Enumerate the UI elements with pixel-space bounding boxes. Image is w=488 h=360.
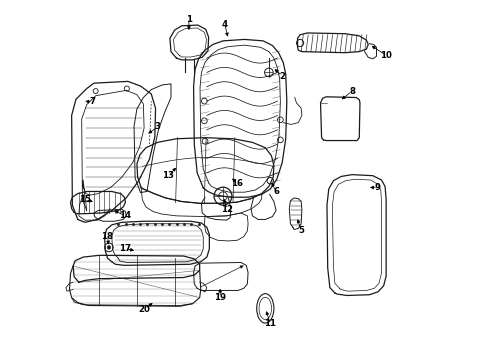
Text: 11: 11 xyxy=(264,319,276,328)
Ellipse shape xyxy=(256,294,273,323)
Text: 12: 12 xyxy=(221,205,233,214)
Text: 16: 16 xyxy=(231,179,243,188)
Text: 17: 17 xyxy=(119,244,131,253)
Text: 20: 20 xyxy=(139,305,150,314)
Text: 14: 14 xyxy=(119,211,131,220)
Text: 4: 4 xyxy=(221,19,227,28)
Text: 9: 9 xyxy=(374,183,380,192)
Text: 7: 7 xyxy=(89,97,95,106)
Text: 2: 2 xyxy=(279,72,285,81)
Text: 10: 10 xyxy=(380,51,391,60)
Text: 8: 8 xyxy=(348,86,354,95)
Text: 18: 18 xyxy=(102,232,113,241)
Ellipse shape xyxy=(259,297,271,319)
Text: 13: 13 xyxy=(162,171,174,180)
Text: 6: 6 xyxy=(272,187,279,196)
Text: 5: 5 xyxy=(298,226,304,235)
Text: 3: 3 xyxy=(154,122,161,131)
Text: 19: 19 xyxy=(214,293,225,302)
Text: 1: 1 xyxy=(185,15,191,24)
Text: 15: 15 xyxy=(79,195,91,204)
Circle shape xyxy=(107,246,110,249)
